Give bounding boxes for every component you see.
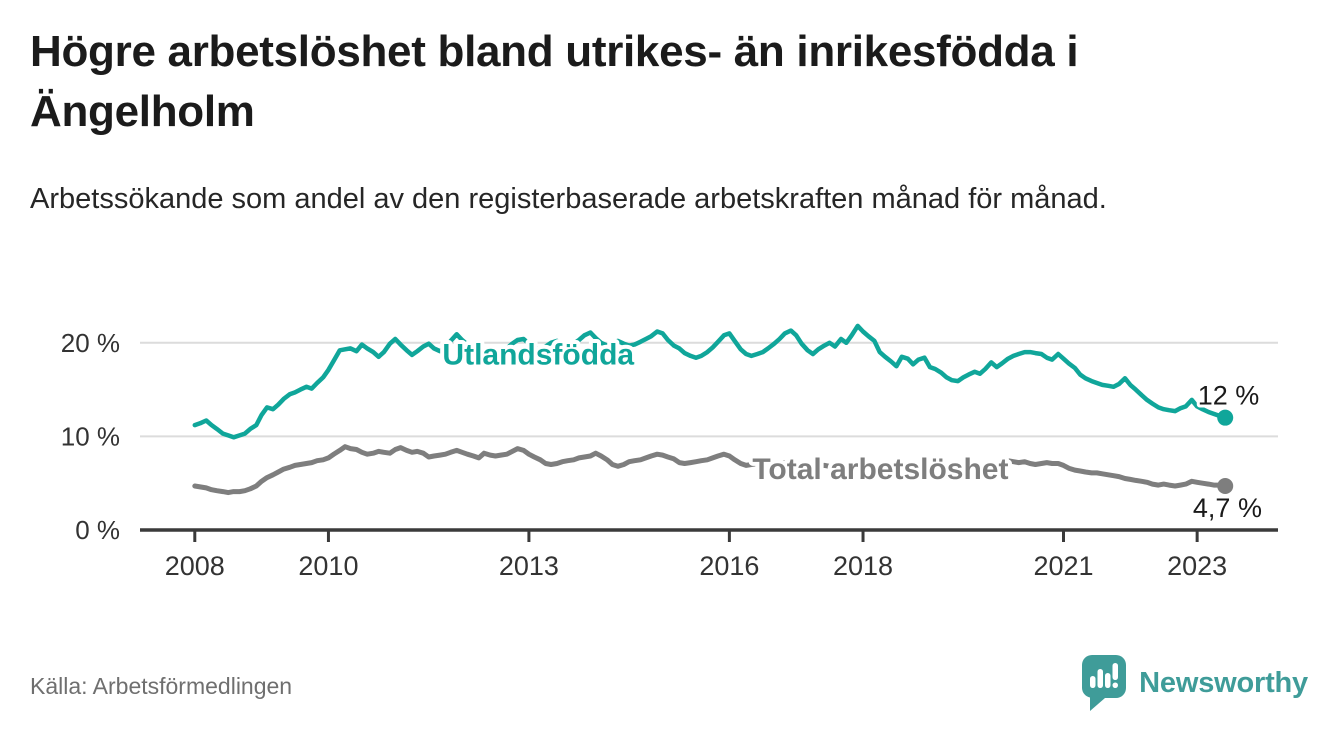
x-tick-label: 2013 (499, 551, 559, 581)
series-line-total-arbetsloshet (192, 444, 1228, 496)
end-value-label-total-arbetsloshet: 4,7 % (1193, 493, 1262, 523)
newsworthy-logo-icon (1082, 655, 1127, 711)
x-tick-label: 2010 (298, 551, 358, 581)
series-label-total-arbetsloshet: Total arbetslöshet (752, 453, 1008, 486)
newsworthy-logo: Newsworthy (1081, 653, 1308, 713)
y-tick-label: 10 % (61, 421, 120, 451)
end-value-label-utlandsfodda: 12 % (1198, 381, 1260, 411)
series-label-utlandsfodda: Utlandsfödda (442, 339, 634, 372)
x-tick-label: 2023 (1167, 551, 1227, 581)
series-end-dot-total-arbetsloshet (1217, 478, 1234, 494)
x-tick-label: 2008 (165, 551, 225, 581)
x-tick-label: 2021 (1033, 551, 1093, 581)
y-tick-label: 0 % (75, 515, 120, 545)
newsworthy-logo-text: Newsworthy (1139, 666, 1308, 699)
x-tick-label: 2016 (699, 551, 759, 581)
source-note: Källa: Arbetsförmedlingen (30, 673, 293, 699)
page-title: Högre arbetslöshet bland utrikes- än inr… (30, 27, 1079, 136)
y-tick-label: 20 % (61, 328, 120, 358)
series-line-utlandsfodda (192, 323, 1228, 440)
page-subtitle: Arbetssökande som andel av den registerb… (30, 183, 1107, 215)
series-end-dot-utlandsfodda (1217, 409, 1234, 426)
x-tick-label: 2018 (833, 551, 893, 581)
